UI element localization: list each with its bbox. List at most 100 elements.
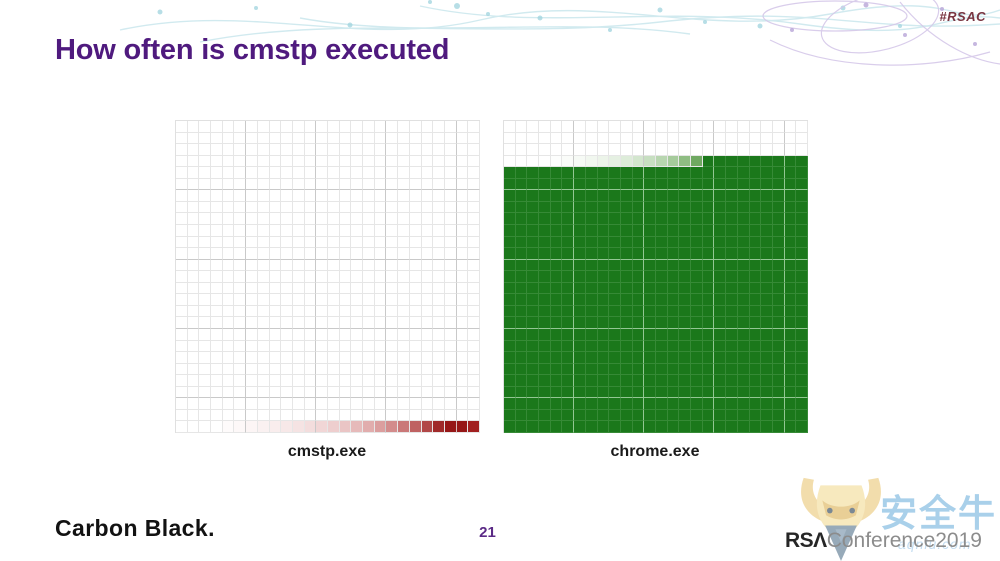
waffle-cell <box>679 132 692 145</box>
waffle-cell <box>620 421 633 433</box>
waffle-cell <box>679 294 692 306</box>
waffle-cell <box>468 363 480 376</box>
waffle-cell <box>468 386 480 399</box>
waffle-cell <box>574 224 586 237</box>
waffle-cell <box>702 375 715 387</box>
waffle-cell <box>316 294 328 306</box>
waffle-cell <box>456 121 469 133</box>
waffle-cell <box>632 167 645 179</box>
waffle-cell <box>339 144 352 156</box>
waffle-cell <box>585 352 598 364</box>
waffle-cell <box>234 352 247 364</box>
waffle-cell <box>679 375 692 387</box>
waffle-cell <box>316 409 328 422</box>
waffle-cell <box>281 282 293 295</box>
waffle-cell <box>597 155 610 168</box>
waffle-cell <box>644 132 656 145</box>
waffle-cell <box>246 305 258 318</box>
waffle-cell <box>772 144 785 156</box>
waffle-cell <box>550 375 563 387</box>
waffle-cell <box>456 421 469 433</box>
waffle-cell <box>702 398 715 410</box>
waffle-cell <box>246 421 258 433</box>
waffle-cell <box>409 201 422 214</box>
waffle-cell <box>363 224 375 237</box>
waffle-cell <box>772 305 785 318</box>
waffle-cell <box>292 305 305 318</box>
waffle-cell <box>234 167 247 179</box>
waffle-cell <box>444 328 457 341</box>
waffle-cell <box>714 352 727 364</box>
waffle-cell <box>281 421 293 433</box>
waffle-cell <box>409 363 422 376</box>
waffle-cell <box>187 328 200 341</box>
waffle-cell <box>187 132 200 145</box>
waffle-cell <box>398 352 410 364</box>
waffle-cell <box>632 409 645 422</box>
waffle-cell <box>234 259 247 272</box>
waffle-cell <box>363 386 375 399</box>
waffle-cell <box>421 328 434 341</box>
waffle-cell <box>504 259 516 272</box>
waffle-cell <box>199 155 212 168</box>
waffle-cell <box>574 294 586 306</box>
waffle-cell <box>176 121 188 133</box>
waffle-cell <box>539 375 551 387</box>
waffle-cell <box>468 121 480 133</box>
waffle-cell <box>257 282 270 295</box>
waffle-cell <box>374 305 387 318</box>
waffle-cell <box>796 167 808 179</box>
waffle-cell <box>386 317 399 329</box>
waffle-cell <box>409 340 422 353</box>
waffle-cell <box>796 224 808 237</box>
waffle-cell <box>363 328 375 341</box>
waffle-cell <box>199 317 212 329</box>
waffle-cell <box>222 305 235 318</box>
waffle-cell <box>749 375 762 387</box>
waffle-cell <box>796 190 808 202</box>
waffle-cell <box>304 167 317 179</box>
waffle-cell <box>222 409 235 422</box>
waffle-cell <box>550 352 563 364</box>
waffle-cell <box>691 178 703 191</box>
waffle-cell <box>737 167 750 179</box>
waffle-cell <box>374 167 387 179</box>
waffle-cell <box>456 305 469 318</box>
waffle-cell <box>609 155 621 168</box>
waffle-cell <box>257 190 270 202</box>
waffle-cell <box>726 352 738 364</box>
waffle-cell <box>409 386 422 399</box>
waffle-cell <box>187 236 200 249</box>
waffle-cell <box>176 132 188 145</box>
waffle-cell <box>292 201 305 214</box>
waffle-cell <box>726 305 738 318</box>
waffle-cell <box>327 144 340 156</box>
waffle-cell <box>597 236 610 249</box>
waffle-cell <box>737 409 750 422</box>
waffle-cell <box>550 121 563 133</box>
waffle-cell <box>176 409 188 422</box>
waffle-cell <box>409 294 422 306</box>
waffle-cell <box>351 259 364 272</box>
waffle-cell <box>398 190 410 202</box>
waffle-cell <box>796 213 808 225</box>
waffle-cell <box>222 213 235 225</box>
aqniu-watermark-url: aqniu.com <box>898 536 972 552</box>
waffle-cell <box>468 352 480 364</box>
waffle-cell <box>585 271 598 283</box>
waffle-cell <box>199 409 212 422</box>
waffle-cell <box>222 386 235 399</box>
waffle-cell <box>702 121 715 133</box>
waffle-cell <box>456 294 469 306</box>
waffle-cell <box>199 213 212 225</box>
waffle-cell <box>187 167 200 179</box>
waffle-cell <box>562 386 575 399</box>
waffle-cell <box>772 398 785 410</box>
waffle-cell <box>574 386 586 399</box>
waffle-cell <box>386 421 399 433</box>
waffle-cell <box>655 305 668 318</box>
waffle-cell <box>304 398 317 410</box>
waffle-cell <box>363 421 375 433</box>
waffle-cell <box>222 375 235 387</box>
waffle-cell <box>374 271 387 283</box>
